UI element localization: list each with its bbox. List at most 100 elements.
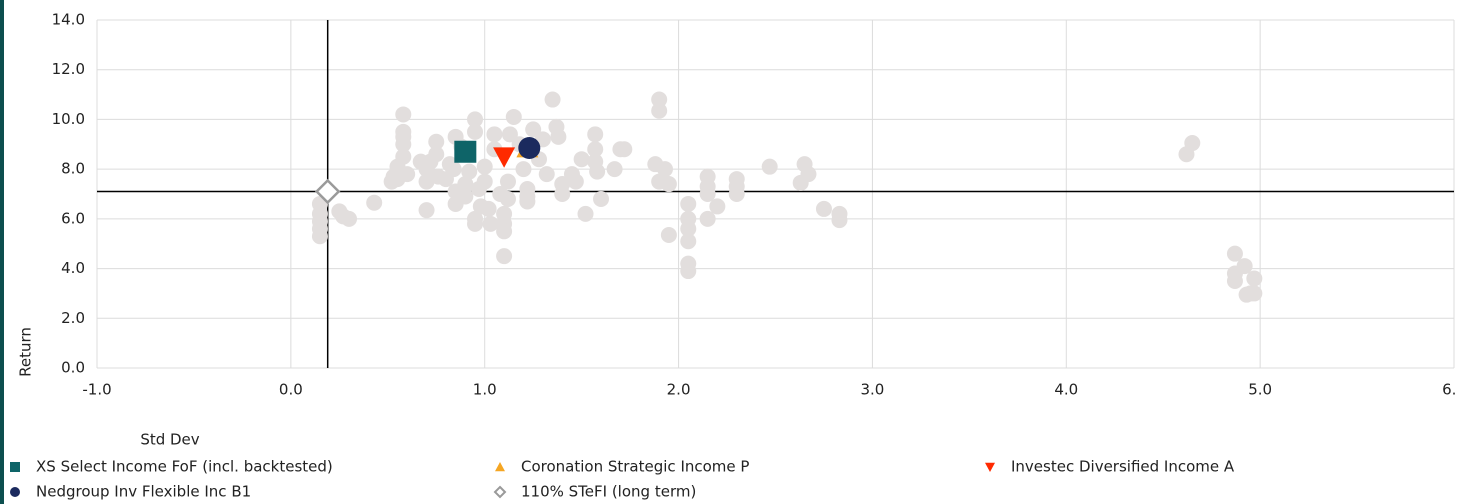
point	[505, 108, 522, 125]
y-tick-label: 14.0	[52, 11, 85, 29]
point	[493, 147, 516, 168]
point	[800, 166, 817, 183]
point	[445, 161, 462, 178]
point	[1236, 258, 1253, 275]
point	[461, 163, 478, 180]
legend-label: Nedgroup Inv Flexible Inc B1	[36, 483, 251, 501]
legend-marker	[10, 462, 20, 472]
legend-label: Investec Diversified Income A	[1011, 458, 1235, 476]
point	[593, 190, 610, 207]
legend-marker	[495, 462, 505, 472]
point	[709, 198, 726, 215]
y-tick-label: 4.0	[61, 259, 85, 277]
point	[314, 178, 341, 205]
point	[728, 186, 745, 202]
y-tick-label: 6.0	[61, 209, 85, 227]
x-tick-label: 2.0	[667, 381, 691, 399]
y-tick-label: 12.0	[52, 60, 85, 78]
point	[480, 200, 497, 217]
x-tick-label: 5.0	[1248, 381, 1272, 399]
point	[651, 102, 668, 119]
point	[680, 233, 697, 250]
x-tick-label: 0.0	[279, 381, 303, 399]
point	[428, 133, 445, 150]
point	[1226, 245, 1243, 262]
point	[589, 163, 606, 180]
point	[1246, 285, 1263, 302]
y-axis-title: Return	[17, 327, 35, 377]
x-tick-label: 4.0	[1054, 381, 1078, 399]
point	[496, 223, 513, 240]
point	[518, 137, 541, 160]
point	[499, 173, 516, 190]
point	[761, 158, 778, 175]
x-tick-label: 6.0	[1442, 381, 1457, 399]
x-tick-label: -1.0	[82, 381, 111, 399]
point	[573, 151, 590, 168]
point	[486, 126, 503, 143]
point	[467, 111, 484, 128]
point	[660, 176, 677, 193]
point	[587, 126, 604, 143]
point	[831, 212, 848, 229]
x-axis-title: Std Dev	[140, 431, 199, 449]
point	[651, 91, 668, 108]
point	[476, 158, 493, 175]
point	[501, 126, 518, 143]
point	[680, 220, 697, 237]
point	[587, 141, 604, 158]
point	[657, 161, 674, 178]
point	[519, 193, 536, 210]
y-tick-label: 10.0	[52, 110, 85, 128]
point	[341, 210, 358, 227]
point	[660, 227, 677, 244]
point	[496, 248, 513, 265]
point	[399, 166, 416, 183]
point	[554, 186, 571, 202]
point	[699, 210, 716, 227]
point	[395, 106, 412, 123]
point	[366, 194, 383, 211]
point	[567, 173, 584, 190]
y-tick-label: 2.0	[61, 309, 85, 327]
point	[606, 161, 623, 178]
point	[457, 176, 474, 193]
point	[1226, 273, 1243, 289]
point	[525, 121, 542, 138]
legend-label: Coronation Strategic Income P	[521, 458, 749, 476]
point	[467, 123, 484, 140]
y-tick-label: 8.0	[61, 160, 85, 178]
point	[515, 161, 532, 178]
point	[680, 195, 697, 212]
point	[550, 128, 567, 145]
point	[454, 140, 477, 163]
point	[499, 190, 516, 207]
point	[428, 146, 445, 163]
point	[1184, 135, 1201, 152]
point	[680, 263, 697, 280]
legend-marker	[10, 487, 20, 497]
point	[1246, 270, 1263, 287]
x-tick-label: 1.0	[473, 381, 497, 399]
y-tick-label: 0.0	[61, 359, 85, 377]
point	[418, 202, 435, 219]
legend-label: 110% STeFI (long term)	[521, 483, 696, 501]
point	[616, 141, 633, 158]
legend-marker	[985, 462, 995, 472]
point	[457, 188, 474, 205]
legend-label: XS Select Income FoF (incl. backtested)	[36, 458, 333, 476]
point	[538, 166, 555, 183]
left-border	[0, 0, 4, 504]
point	[544, 91, 561, 108]
x-tick-label: 3.0	[860, 381, 884, 399]
legend-marker	[493, 485, 507, 499]
point	[311, 228, 328, 245]
point	[577, 205, 594, 222]
point	[395, 123, 412, 140]
point	[395, 148, 412, 165]
point	[476, 173, 493, 190]
point	[467, 215, 484, 232]
point	[815, 200, 832, 217]
